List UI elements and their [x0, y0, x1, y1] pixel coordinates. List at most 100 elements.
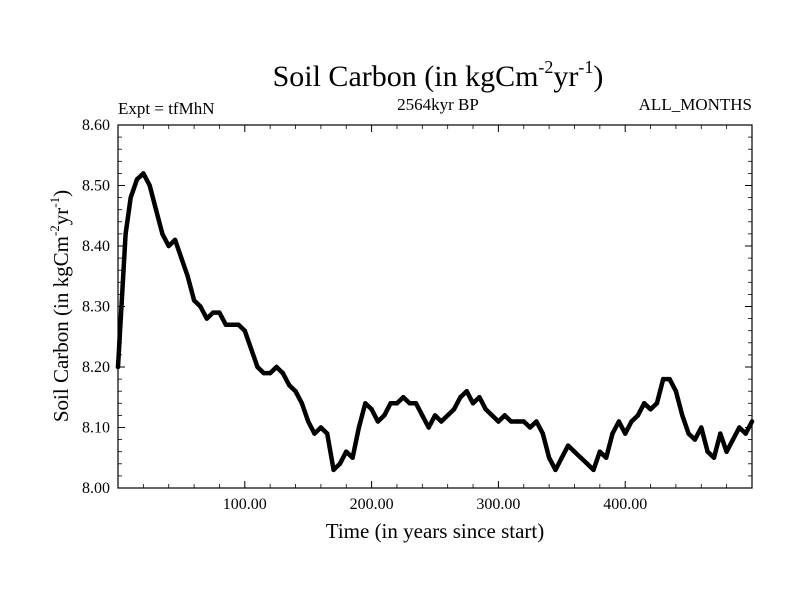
data-point — [344, 449, 349, 454]
data-point — [293, 389, 298, 394]
data-point — [141, 171, 146, 176]
data-point — [470, 401, 476, 406]
data-point — [597, 449, 602, 454]
y-tick-label: 8.50 — [82, 178, 110, 195]
data-point — [737, 425, 742, 430]
title-base: Soil Carbon (in kgCm — [273, 60, 539, 93]
y-label-sup-2: -1 — [47, 197, 62, 208]
data-point — [623, 431, 628, 436]
title-sup-1: -2 — [538, 57, 553, 77]
title-end: ) — [593, 60, 603, 93]
y-tick-label: 8.10 — [82, 420, 110, 437]
y-axis: 8.00 8.10 8.20 8.30 8.40 8.50 8.60 — [82, 117, 752, 497]
data-point — [287, 382, 292, 388]
data-point — [489, 413, 495, 418]
data-point — [451, 407, 457, 412]
data-point — [236, 322, 241, 327]
data-point — [413, 401, 419, 406]
data-point — [306, 419, 311, 424]
data-point — [375, 419, 381, 424]
data-point — [502, 413, 507, 418]
data-point — [223, 322, 228, 327]
data-point — [585, 461, 590, 466]
data-point — [318, 425, 324, 430]
data-point — [565, 443, 571, 448]
time-period-label: 2564kyr BP — [397, 95, 479, 114]
data-point — [382, 413, 387, 418]
data-point — [534, 419, 539, 424]
data-point — [394, 401, 400, 406]
data-point — [242, 328, 247, 333]
data-point — [261, 370, 266, 376]
data-point — [255, 364, 260, 370]
data-point — [179, 255, 184, 261]
data-point — [356, 425, 362, 430]
data-point — [299, 401, 305, 406]
data-point — [128, 195, 133, 200]
y-label-base: Soil Carbon (in kgCm — [49, 236, 73, 422]
data-point — [661, 376, 666, 382]
data-point — [401, 395, 406, 400]
x-tick-label: 300.00 — [476, 496, 520, 513]
x-axis-label: Time (in years since start) — [326, 519, 545, 543]
data-point — [172, 237, 178, 243]
data-point — [147, 183, 152, 188]
data-point — [477, 395, 482, 400]
data-point — [521, 419, 526, 424]
data-point — [711, 455, 717, 460]
data-point — [274, 364, 279, 370]
data-point — [134, 177, 140, 182]
data-point — [730, 437, 736, 442]
data-point — [363, 401, 368, 406]
data-point — [604, 455, 609, 460]
data-point — [610, 431, 615, 436]
data-point — [350, 455, 355, 460]
data-point — [204, 316, 209, 321]
data-point — [578, 455, 583, 460]
data-point — [673, 389, 679, 394]
data-point — [325, 431, 330, 436]
data-point — [337, 461, 343, 466]
y-tick-label: 8.20 — [82, 359, 110, 376]
y-label-end: ) — [49, 190, 73, 197]
data-point — [369, 407, 374, 412]
title-mid: yr — [553, 60, 578, 93]
y-tick-label: 8.30 — [82, 299, 110, 316]
data-point — [198, 304, 203, 309]
data-point — [115, 364, 121, 370]
data-point — [123, 231, 128, 237]
months-label: ALL_MONTHS — [639, 95, 752, 114]
data-point — [191, 298, 197, 303]
data-point — [210, 310, 216, 315]
data-point — [629, 419, 634, 424]
data-point — [119, 298, 125, 303]
data-point — [388, 401, 393, 406]
data-point — [540, 431, 545, 436]
data-point — [749, 419, 755, 424]
data-point — [420, 413, 425, 418]
y-axis-label: Soil Carbon (in kgCm-2yr-1) — [47, 190, 73, 422]
y-tick-label: 8.00 — [82, 480, 110, 497]
data-point — [458, 395, 463, 400]
data-point — [546, 455, 552, 460]
data-point — [483, 407, 488, 412]
y-label-mid: yr — [49, 208, 73, 226]
data-point — [445, 413, 450, 418]
data-point — [667, 376, 672, 382]
y-tick-label: 8.60 — [82, 117, 110, 134]
data-point — [642, 401, 647, 406]
data-point — [616, 419, 622, 424]
data-point — [527, 425, 533, 430]
x-axis: 100.00 200.00 300.00 400.00 — [142, 125, 728, 513]
data-point — [680, 413, 685, 418]
data-point — [464, 389, 469, 394]
data-point — [654, 401, 660, 406]
title-sup-2: -1 — [578, 57, 593, 77]
data-point — [692, 437, 698, 442]
data-point — [280, 370, 285, 376]
data-point — [515, 419, 520, 424]
experiment-label: Expt = tfMhN — [118, 99, 214, 118]
data-point — [591, 467, 596, 473]
chart-title: Soil Carbon (in kgCm-2yr-1) — [273, 57, 604, 93]
